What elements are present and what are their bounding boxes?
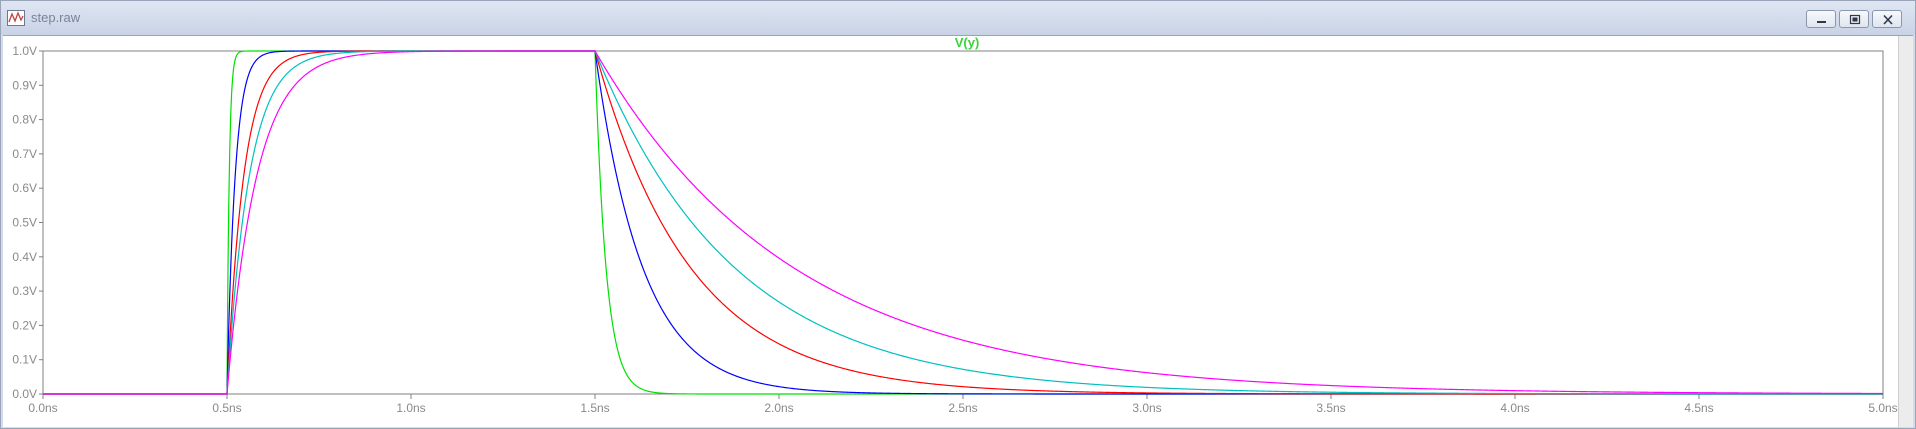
trace-group [43, 50, 1883, 395]
minimize-button[interactable] [1806, 10, 1836, 28]
y-tick-label: 0.7V [12, 147, 37, 161]
trace-line-1[interactable] [43, 50, 1883, 395]
title-bar[interactable]: step.raw [1, 1, 1915, 35]
y-tick-label: 0.3V [12, 284, 37, 298]
x-tick-label: 3.0ns [1132, 401, 1161, 415]
y-tick-label: 0.6V [12, 181, 37, 195]
y-tick-label: 0.8V [12, 113, 37, 127]
x-tick-label: 4.5ns [1684, 401, 1713, 415]
x-tick-label: 5.0ns [1868, 401, 1897, 415]
y-axis: 0.0V 0.1V 0.2V 0.3V 0.4V 0.5V 0.6V 0.7V 0.8V 0.9V… [12, 44, 43, 401]
y-tick-label: 0.1V [12, 353, 37, 367]
close-icon [1883, 14, 1893, 25]
close-button[interactable] [1872, 10, 1902, 28]
x-tick-label: 3.5ns [1316, 401, 1345, 415]
x-tick-label: 2.0ns [764, 401, 793, 415]
restore-button[interactable] [1839, 10, 1869, 28]
y-tick-label: 0.5V [12, 216, 37, 230]
minimize-icon [1817, 21, 1826, 23]
y-tick-label: 0.2V [12, 318, 37, 332]
x-axis: 0.0ns 0.5ns 1.0ns 1.5ns 2.0ns 2.5ns 3.0ns 3.5ns… [28, 394, 1898, 415]
restore-icon [1849, 14, 1861, 25]
x-tick-label: 0.0ns [28, 401, 57, 415]
y-tick-label: 0.0V [12, 387, 37, 401]
x-tick-label: 2.5ns [948, 401, 977, 415]
y-tick-label: 0.4V [12, 250, 37, 264]
plot-frame [42, 50, 1884, 395]
window-title: step.raw [31, 10, 81, 25]
x-tick-label: 4.0ns [1500, 401, 1529, 415]
right-edge-strip [1898, 36, 1913, 427]
trace-line-4[interactable] [43, 50, 1883, 395]
trace-line-5[interactable] [43, 50, 1883, 395]
waveform-app-icon [7, 10, 25, 26]
chart-title[interactable]: V(y) [955, 36, 980, 50]
trace-line-3[interactable] [43, 50, 1883, 395]
waveform-chart[interactable]: V(y) 0.0ns 0.5ns 1.0ns 1.5ns 2.0ns 2.5ns 3.0ns… [3, 36, 1899, 427]
plot-area[interactable]: V(y) 0.0ns 0.5ns 1.0ns 1.5ns 2.0ns 2.5ns 3.0ns… [3, 35, 1913, 427]
x-tick-label: 1.0ns [396, 401, 425, 415]
y-tick-label: 0.9V [12, 78, 37, 92]
x-tick-label: 0.5ns [212, 401, 241, 415]
trace-line-2[interactable] [43, 50, 1883, 395]
y-tick-label: 1.0V [12, 44, 37, 58]
x-tick-label: 1.5ns [580, 401, 609, 415]
